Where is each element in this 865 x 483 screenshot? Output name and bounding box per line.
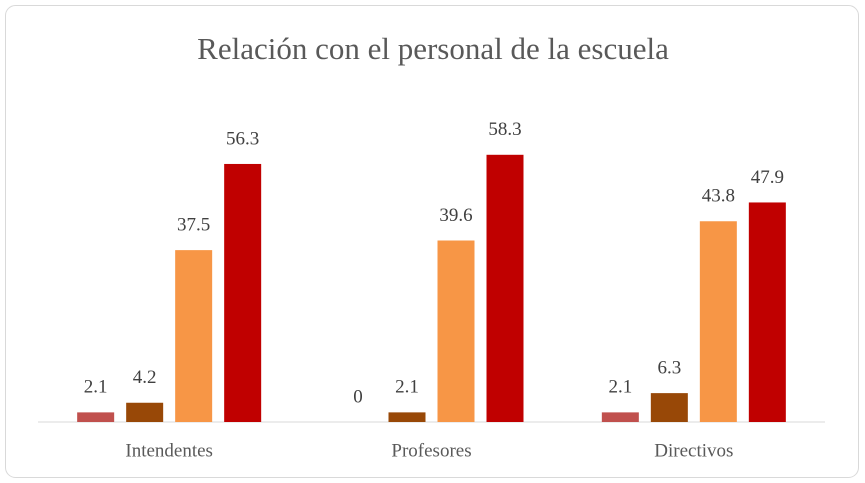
data-label: 4.2 <box>133 367 157 388</box>
data-label: 6.3 <box>657 357 681 378</box>
data-label: 58.3 <box>488 119 521 140</box>
bar <box>77 412 115 422</box>
bar <box>650 393 688 422</box>
data-label: 2.1 <box>84 377 108 398</box>
chart-frame <box>5 5 859 478</box>
bar <box>699 221 737 422</box>
data-label: 2.1 <box>608 377 632 398</box>
bar <box>126 402 164 422</box>
data-label: 2.1 <box>395 377 419 398</box>
bar <box>388 412 426 422</box>
x-tick-label: Directivos <box>654 440 733 461</box>
bar <box>748 202 786 422</box>
x-tick-label: Intendentes <box>125 440 213 461</box>
data-label: 37.5 <box>177 214 210 235</box>
bar <box>175 250 213 422</box>
x-tick-label: Profesores <box>391 440 471 461</box>
bar <box>601 412 639 422</box>
chart-title: Relación con el personal de la escuela <box>197 31 669 66</box>
bar <box>437 240 475 422</box>
data-label: 56.3 <box>226 128 259 149</box>
data-label: 39.6 <box>439 205 472 226</box>
data-label: 0 <box>353 386 363 407</box>
bar <box>486 154 524 422</box>
bar <box>224 163 262 423</box>
data-label: 43.8 <box>702 186 735 207</box>
data-label: 47.9 <box>751 167 784 188</box>
